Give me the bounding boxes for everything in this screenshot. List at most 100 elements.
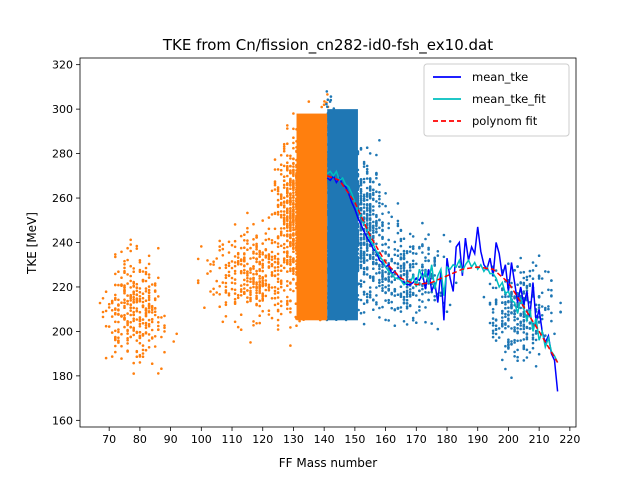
scatter-point [427,291,430,294]
scatter-point [282,213,286,217]
scatter-point [516,283,519,287]
scatter-point [384,299,387,302]
scatter-point [372,257,375,261]
scatter-point [273,188,277,191]
scatter-point [218,249,221,252]
scatter-point [153,306,157,310]
scatter-point [378,194,381,198]
scatter-point [362,311,366,314]
scatter-point [402,273,406,277]
scatter-point [292,201,295,205]
scatter-point [218,305,221,309]
scatter-point [236,325,240,329]
scatter-point [436,254,440,257]
scatter-point [230,287,234,291]
scatter-point [507,343,510,347]
scatter-point [243,259,246,263]
scatter-point [123,263,126,266]
scatter-point [365,295,369,299]
scatter-point [104,356,108,360]
scatter-point [424,320,427,324]
scatter-point [117,328,120,331]
scatter-point [402,320,406,323]
scatter-point [144,290,148,293]
x-tick-label: 90 [164,433,178,446]
scatter-point [497,327,501,330]
scatter-point [138,353,142,357]
scatter-point [292,216,295,219]
scatter-point [528,284,532,288]
scatter-point [117,312,120,316]
scatter-point [362,252,366,256]
scatter-point [138,319,142,323]
scatter-point [132,292,135,296]
scatter-point [405,323,409,326]
scatter-point [243,239,246,242]
scatter-point [252,265,255,268]
scatter-point [494,324,498,328]
scatter-point [150,308,154,312]
scatter-point [362,237,366,241]
scatter-point [276,245,280,249]
scatter-point [252,282,255,286]
scatter-point [276,189,280,193]
scatter-point [402,262,406,265]
scatter-point [365,177,369,180]
scatter-point [101,315,105,319]
scatter-point [387,254,391,258]
scatter-point [537,303,541,307]
scatter-point [252,324,255,327]
scatter-point [482,295,486,299]
scatter-point [138,290,142,294]
scatter-point [544,306,547,310]
scatter-point [279,279,283,283]
scatter-point [117,330,120,334]
scatter-point [292,136,295,139]
scatter-point [117,283,120,287]
scatter-point [513,315,516,319]
scatter-point [292,146,295,150]
scatter-point [368,180,372,184]
scatter-point [224,266,228,270]
scatter-point [276,328,280,331]
scatter-point [513,268,516,272]
scatter-point [233,272,237,275]
scatter-point [255,234,258,237]
scatter-point [522,270,526,274]
scatter-point [286,127,289,130]
scatter-point [325,102,328,106]
scatter-point [104,324,108,328]
scatter-point [292,220,295,223]
scatter-point [378,218,381,222]
scatter-point [289,258,292,261]
scatter-point [368,207,372,211]
scatter-point [519,256,522,260]
scatter-point [396,306,400,310]
scatter-point [408,245,412,249]
scatter-point [289,255,292,259]
scatter-point [359,266,363,270]
scatter-point [264,274,268,277]
scatter-point [454,281,458,285]
scatter-point [528,322,532,325]
scatter-point [359,183,363,187]
scatter-point [233,239,237,243]
scatter-point [292,272,295,276]
scatter-point [252,267,255,270]
scatter-point [519,339,522,342]
scatter-point [141,318,145,321]
scatter-point [246,300,249,304]
scatter-point [289,187,292,190]
scatter-point [494,318,498,322]
scatter-point [329,95,333,98]
scatter-point [135,307,139,310]
scatter-point [246,262,249,266]
scatter-point [153,313,157,317]
scatter-point [286,255,289,258]
scatter-point [246,279,249,283]
scatter-point [504,350,507,354]
scatter-point [365,266,369,270]
scatter-point [559,310,562,314]
scatter-point [359,246,363,250]
scatter-point [375,190,378,193]
